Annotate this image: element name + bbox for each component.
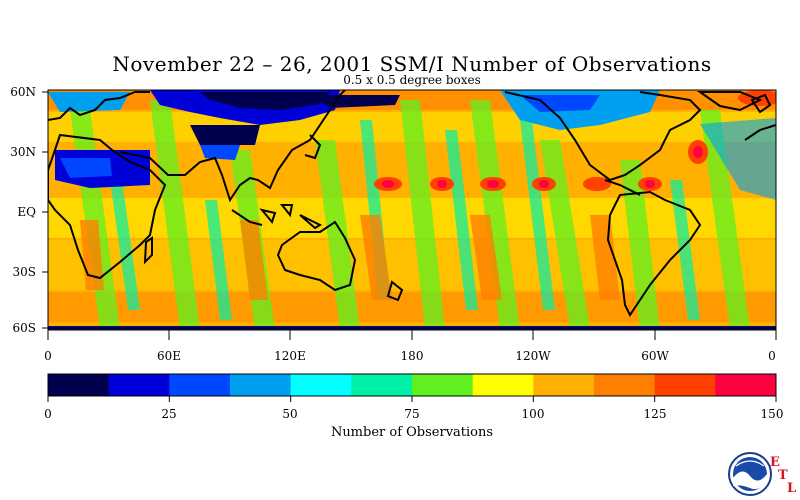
colorbar-tick-label: 125	[643, 407, 667, 421]
map-title: November 22 – 26, 2001 SSM/I Number of O…	[112, 52, 712, 76]
colorbar-frame	[47, 373, 777, 397]
colorbar-title: Number of Observations	[330, 425, 494, 440]
lat-label-eq: EQ	[17, 205, 36, 219]
colorbar-swatch	[533, 374, 595, 396]
colorbar-tick-label: 25	[161, 407, 177, 421]
colorbar-swatch	[594, 374, 656, 396]
lon-label-0-east: 0	[768, 349, 776, 363]
colorbar-tick-label: 0	[44, 407, 52, 421]
lon-label-120e: 120E	[274, 349, 306, 363]
map-field	[48, 90, 776, 330]
map-subtitle: 0.5 x 0.5 degree boxes	[343, 73, 481, 87]
swath-group	[80, 215, 620, 300]
noaa-logo-icon	[728, 452, 772, 496]
colorbar-swatch	[654, 374, 716, 396]
lon-ticks	[47, 330, 777, 340]
etl-letter-e: E	[770, 455, 780, 470]
etl-letter-l: L	[787, 481, 797, 496]
colorbar-tick-label: 150	[760, 407, 784, 421]
colorbar-swatch	[230, 374, 292, 396]
peak-count-spots	[382, 146, 703, 188]
colorbar-swatch	[351, 374, 413, 396]
lon-label-60w: 60W	[641, 349, 669, 363]
lat-label-30s: 30S	[12, 265, 37, 279]
etl-letter-t: T	[778, 468, 788, 483]
lon-label-120w: 120W	[515, 349, 551, 363]
high-count-band	[374, 90, 776, 191]
colorbar-swatch	[715, 374, 777, 396]
colorbar-tick-label: 75	[404, 407, 420, 421]
colorbar-swatch	[108, 374, 170, 396]
colorbar-swatch	[169, 374, 231, 396]
colorbar-tick-label: 50	[282, 407, 298, 421]
lat-ticks	[42, 91, 48, 329]
colorbar-swatch	[412, 374, 474, 396]
lon-label-180: 180	[400, 349, 424, 363]
field-band	[48, 240, 776, 290]
lon-label-0: 0	[44, 349, 52, 363]
lat-label-60s: 60S	[12, 321, 37, 335]
colorbar	[47, 374, 777, 402]
colorbar-tick-label: 100	[521, 407, 545, 421]
colorbar-swatch	[472, 374, 534, 396]
field-band	[48, 292, 776, 322]
lat-label-60n: 60N	[10, 85, 36, 99]
coastlines	[48, 90, 776, 329]
lat-label-30n: 30N	[10, 145, 36, 159]
colorbar-swatch	[290, 374, 352, 396]
lon-label-60e: 60E	[156, 349, 182, 363]
colorbar-swatch	[48, 374, 110, 396]
